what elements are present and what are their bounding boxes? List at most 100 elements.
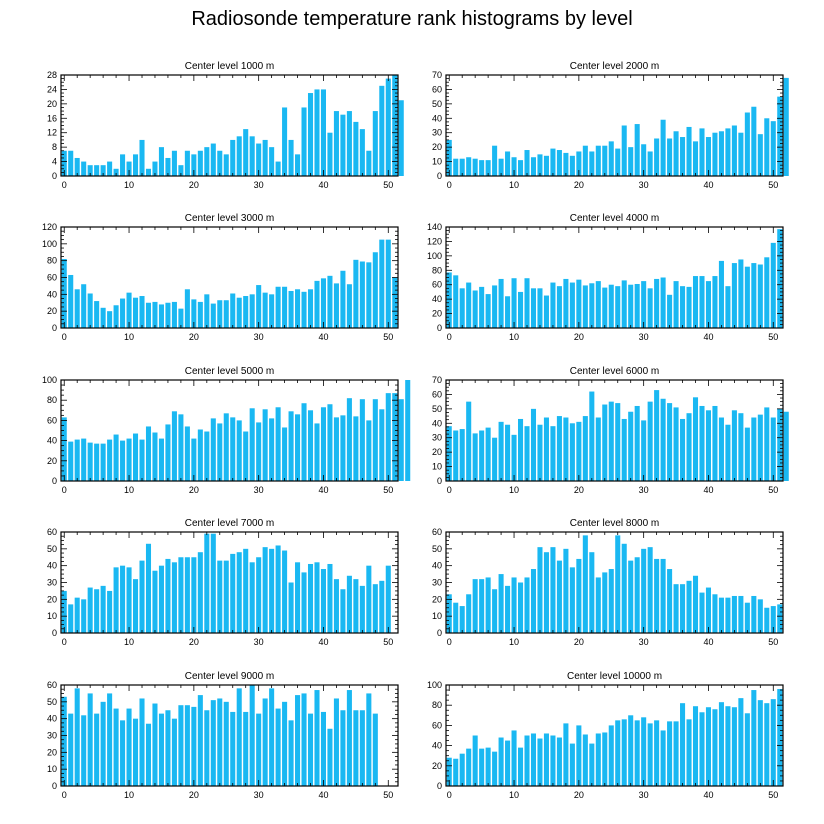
histogram-bar — [530, 408, 537, 481]
histogram-bar — [576, 725, 582, 786]
histogram-bar — [569, 743, 575, 786]
y-tick-label: 100 — [42, 375, 57, 385]
histogram-bar — [126, 567, 132, 633]
histogram-bar — [210, 700, 216, 786]
histogram-bar — [466, 157, 472, 176]
histogram-bar — [453, 430, 459, 481]
histogram-bar — [582, 285, 588, 328]
histogram-bar — [498, 574, 504, 633]
histogram-bar — [295, 289, 301, 328]
histogram-bar — [333, 417, 339, 481]
histogram-bar — [223, 560, 229, 633]
histogram-bar — [249, 562, 255, 633]
y-tick-label: 28 — [47, 70, 57, 80]
x-tick-label: 50 — [768, 180, 778, 190]
x-tick-label: 10 — [124, 332, 134, 342]
histogram-bar — [366, 150, 372, 176]
histogram-bar — [731, 125, 737, 176]
histogram-bar — [498, 158, 504, 176]
histogram-bar — [595, 577, 601, 633]
y-tick-label: 80 — [432, 265, 442, 275]
histogram-bar — [87, 587, 93, 633]
histogram-bar — [602, 145, 608, 176]
y-tick-label: 0 — [52, 323, 57, 333]
histogram-bar — [634, 283, 640, 328]
y-tick-label: 0 — [437, 476, 442, 486]
histogram-bar — [738, 698, 744, 786]
x-tick-label: 10 — [509, 637, 519, 647]
y-tick-label: 20 — [47, 99, 57, 109]
x-tick-label: 20 — [189, 180, 199, 190]
histogram-bar — [699, 712, 705, 786]
histogram-bar — [569, 282, 575, 328]
histogram-bar — [647, 151, 653, 176]
histogram-bar — [61, 417, 67, 481]
histogram-bar — [204, 294, 210, 328]
histogram-bar — [641, 548, 647, 633]
histogram-bar — [751, 263, 757, 328]
histogram-bar — [275, 545, 281, 633]
histogram-bar — [262, 547, 268, 633]
x-tick-label: 50 — [383, 485, 393, 495]
histogram-bar — [100, 701, 106, 786]
histogram-bar — [262, 409, 268, 481]
histogram-bar — [705, 587, 711, 633]
histogram-bar — [372, 713, 378, 786]
histogram-bar — [307, 93, 314, 176]
histogram-bar — [262, 292, 268, 328]
histogram-bar — [589, 151, 595, 176]
histogram-bar — [269, 294, 275, 328]
histogram-bar — [197, 301, 203, 328]
x-tick-label: 30 — [639, 790, 649, 800]
histogram-bar — [288, 139, 294, 176]
histogram-bar — [249, 136, 255, 176]
histogram-bar — [282, 427, 288, 481]
histogram-bar — [87, 293, 93, 328]
histogram-bar — [171, 411, 177, 481]
histogram-bar — [107, 161, 113, 176]
histogram-bar — [718, 417, 724, 481]
page-title: Radiosonde temperature rank histograms b… — [191, 8, 633, 30]
histogram-bar — [712, 594, 718, 633]
histogram-bar — [472, 433, 478, 481]
histogram-bar — [505, 296, 511, 328]
y-tick-label: 100 — [427, 251, 442, 261]
histogram-bar — [673, 131, 679, 176]
histogram-bar — [602, 404, 608, 481]
y-tick-label: 60 — [432, 84, 442, 94]
histogram-bar — [744, 713, 750, 786]
histogram-bar — [353, 416, 359, 481]
histogram-bar — [543, 733, 549, 786]
y-tick-label: 10 — [47, 764, 57, 774]
x-tick-label: 20 — [574, 332, 584, 342]
y-tick-label: 0 — [52, 781, 57, 791]
histogram-bar — [230, 417, 236, 481]
histogram-bar — [692, 397, 699, 481]
panel-title: Center level 7000 m — [185, 518, 275, 529]
x-tick-label: 50 — [768, 485, 778, 495]
histogram-bar — [615, 148, 621, 176]
y-tick-label: 24 — [47, 84, 57, 94]
histogram-bar — [524, 150, 530, 176]
histogram-bar — [197, 695, 203, 786]
histogram-bar — [359, 261, 365, 328]
histogram-bar — [333, 283, 339, 328]
histogram-bar — [764, 703, 770, 786]
histogram-bar — [524, 426, 530, 481]
x-tick-label: 10 — [509, 790, 519, 800]
histogram-bar — [738, 413, 744, 481]
histogram-bar — [184, 289, 190, 328]
histogram-bar — [152, 570, 158, 633]
histogram-bar — [731, 410, 737, 481]
histogram-bar — [74, 597, 80, 633]
x-tick-label: 20 — [189, 637, 199, 647]
histogram-bar — [243, 431, 249, 481]
histogram-bar — [550, 547, 556, 633]
y-tick-label: 60 — [47, 415, 57, 425]
histogram-bar — [556, 737, 562, 786]
histogram-bar — [543, 155, 549, 176]
x-tick-label: 0 — [447, 332, 452, 342]
histogram-bar — [139, 139, 145, 176]
histogram-bar — [472, 158, 478, 176]
